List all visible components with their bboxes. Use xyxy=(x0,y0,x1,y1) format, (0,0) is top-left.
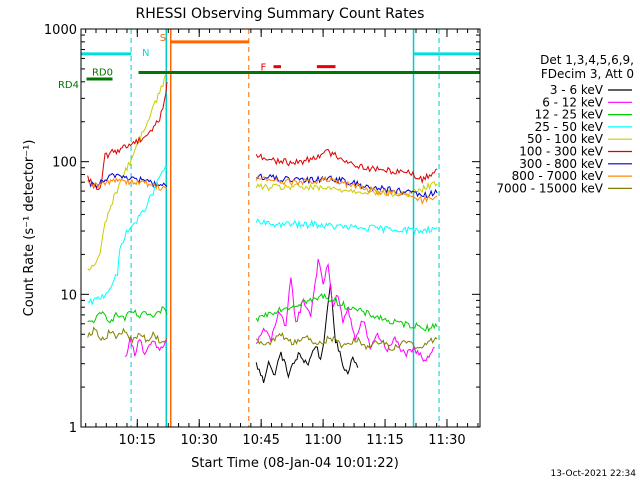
y-tick-label: 10 xyxy=(60,288,77,303)
state-bar-label: F xyxy=(261,63,267,74)
legend-entry-label: 300 - 800 keV xyxy=(519,157,603,171)
series-line-100-300-kev xyxy=(255,148,438,184)
x-tick-label: 11:15 xyxy=(366,433,403,448)
legend-header-line-2: FDecim 3, Att 0 xyxy=(541,67,634,81)
legend-entry-label: 7000 - 15000 keV xyxy=(496,181,603,195)
legend-header-line-1: Det 1,3,4,5,6,9, xyxy=(540,53,634,67)
x-tick-label: 11:30 xyxy=(428,433,465,448)
series-line-7000-15000-kev xyxy=(255,332,438,351)
legend-entry-label: 50 - 100 keV xyxy=(527,132,604,146)
series-line-12-25-kev xyxy=(87,306,168,324)
state-bar-label: RD4 xyxy=(58,80,79,91)
x-axis-label: Start Time (08-Jan-04 10:01:22) xyxy=(191,456,399,471)
series-line-12-25-kev xyxy=(255,293,438,333)
state-bar-label: S xyxy=(160,33,166,44)
plot-frame xyxy=(80,28,481,428)
x-tick-label: 10:30 xyxy=(180,433,217,448)
y-axis-label: Count Rate (s⁻¹ detector⁻¹) xyxy=(22,140,37,317)
legend-entry-label: 3 - 6 keV xyxy=(550,83,604,97)
x-tick-label: 10:15 xyxy=(119,433,156,448)
series-line-25-50-kev xyxy=(87,165,168,307)
chart-title: RHESSI Observing Summary Count Rates xyxy=(136,6,425,22)
x-tick-label: 11:00 xyxy=(304,433,341,448)
y-tick-label: 100 xyxy=(52,156,77,171)
series-line-6-12-kev xyxy=(255,258,435,363)
footer-timestamp: 13-Oct-2021 22:34 xyxy=(551,469,637,479)
state-bar-label: RD0 xyxy=(92,68,113,79)
y-tick-label: 1 xyxy=(69,421,77,436)
legend: Det 1,3,4,5,6,9, FDecim 3, Att 0 3 - 6 k… xyxy=(496,53,634,195)
series-line-3-6-kev xyxy=(255,284,359,384)
y-tick-label: 1000 xyxy=(44,23,77,38)
series-line-7000-15000-kev xyxy=(87,326,168,344)
legend-entry-label: 6 - 12 keV xyxy=(542,95,604,109)
series-line-300-800-kev xyxy=(87,172,168,189)
legend-entry-label: 100 - 300 keV xyxy=(519,145,603,159)
legend-entry-label: 800 - 7000 keV xyxy=(512,169,604,183)
series-line-800-7000-kev xyxy=(87,177,168,191)
legend-entry-label: 25 - 50 keV xyxy=(535,120,604,134)
legend-entry-label: 12 - 25 keV xyxy=(535,108,604,122)
x-tick-label: 10:45 xyxy=(242,433,279,448)
series-line-25-50-kev xyxy=(255,218,438,236)
series-line-800-7000-kev xyxy=(255,175,438,206)
series-line-50-100-kev xyxy=(255,180,438,198)
series-line-300-800-kev xyxy=(255,173,438,199)
state-bar-label: N xyxy=(142,48,149,59)
series-line-50-100-kev xyxy=(87,72,168,271)
series-line-6-12-kev xyxy=(124,337,168,357)
